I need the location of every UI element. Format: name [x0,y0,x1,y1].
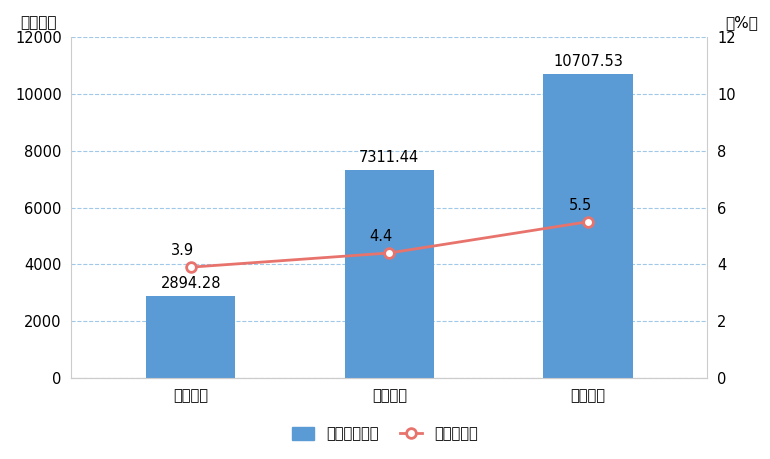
Bar [146,296,236,378]
Text: （%）: （%） [725,15,758,30]
Bar [544,74,633,378]
Text: 4.4: 4.4 [370,229,393,244]
Bar [345,170,434,378]
Text: 10707.53: 10707.53 [553,54,623,69]
Text: 7311.44: 7311.44 [360,151,420,165]
Text: 5.5: 5.5 [568,198,591,213]
Legend: 地区生产总值, 比上年增长: 地区生产总值, 比上年增长 [286,420,484,447]
Text: 3.9: 3.9 [171,243,194,258]
Text: 2894.28: 2894.28 [160,276,221,291]
Text: （亿元）: （亿元） [21,15,57,30]
